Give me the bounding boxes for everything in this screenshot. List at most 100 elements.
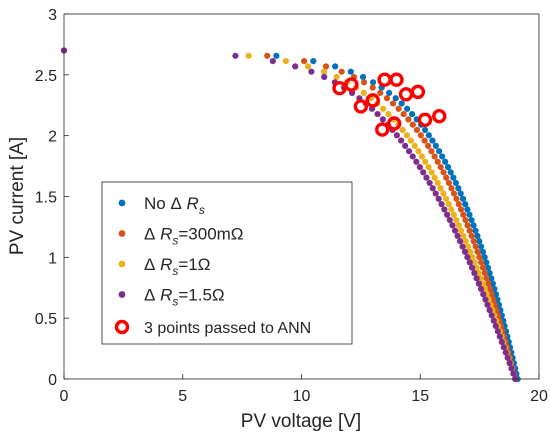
data-point bbox=[245, 52, 252, 59]
x-tick-label: 20 bbox=[530, 388, 548, 405]
legend-label-part: R bbox=[155, 225, 172, 244]
legend-label: No Δ Rs bbox=[144, 194, 205, 217]
data-point bbox=[400, 110, 407, 118]
data-point bbox=[492, 322, 499, 330]
data-point bbox=[409, 121, 416, 128]
data-point bbox=[442, 195, 450, 202]
data-point bbox=[510, 370, 517, 377]
x-axis-label: PV voltage [V] bbox=[241, 411, 361, 432]
data-point bbox=[502, 349, 509, 356]
data-point bbox=[359, 73, 367, 81]
data-point bbox=[432, 190, 439, 197]
data-point bbox=[466, 227, 473, 234]
data-point bbox=[404, 105, 411, 112]
data-point bbox=[292, 63, 299, 70]
data-point bbox=[282, 57, 289, 65]
data-point bbox=[458, 227, 465, 234]
data-point bbox=[424, 142, 432, 149]
data-point bbox=[421, 137, 428, 144]
data-point bbox=[441, 206, 448, 213]
data-point bbox=[415, 148, 422, 155]
data-point bbox=[490, 296, 497, 303]
data-point bbox=[369, 79, 377, 86]
data-point bbox=[459, 195, 467, 202]
data-point bbox=[425, 132, 432, 139]
data-point bbox=[428, 169, 435, 176]
data-point bbox=[459, 243, 466, 250]
data-point bbox=[457, 238, 464, 245]
x-tick-label: 5 bbox=[178, 388, 187, 405]
data-point bbox=[264, 52, 271, 59]
data-point bbox=[377, 89, 384, 96]
legend-marker bbox=[118, 260, 126, 268]
data-point bbox=[461, 248, 469, 255]
data-point bbox=[429, 185, 436, 192]
y-tick-label: 1 bbox=[48, 250, 57, 267]
data-point bbox=[508, 365, 515, 372]
data-point bbox=[454, 232, 461, 240]
data-point bbox=[475, 280, 482, 287]
data-point bbox=[333, 73, 340, 81]
data-point bbox=[483, 259, 490, 266]
data-point bbox=[379, 116, 386, 123]
data-point bbox=[506, 360, 513, 367]
y-axis-ticks: 0 0.5 1 1.5 2 2.5 3 bbox=[35, 7, 69, 389]
data-point bbox=[488, 312, 495, 319]
data-point bbox=[476, 238, 483, 245]
y-axis-label: PV current [A] bbox=[7, 137, 28, 255]
data-point bbox=[477, 243, 485, 250]
data-point bbox=[393, 132, 400, 139]
legend-box bbox=[101, 181, 353, 345]
data-point bbox=[374, 110, 381, 118]
data-point bbox=[442, 158, 449, 165]
data-point bbox=[475, 269, 482, 277]
data-point bbox=[452, 179, 459, 187]
data-point bbox=[450, 174, 457, 181]
data-point bbox=[473, 275, 480, 282]
legend-label: Δ Rs=1Ω bbox=[144, 255, 210, 278]
data-point bbox=[491, 285, 498, 293]
ann-point-marker bbox=[344, 77, 359, 92]
data-point bbox=[409, 153, 416, 160]
data-point bbox=[466, 259, 473, 266]
data-point bbox=[392, 95, 399, 102]
legend-label-part: =300mΩ bbox=[178, 225, 243, 244]
data-point bbox=[347, 68, 354, 75]
data-point bbox=[437, 185, 444, 192]
data-point bbox=[504, 354, 511, 361]
legend-label-part: =1.5Ω bbox=[178, 286, 224, 305]
data-point bbox=[494, 328, 501, 335]
legend-label-part: Δ bbox=[144, 286, 155, 305]
data-point bbox=[468, 216, 475, 224]
data-point bbox=[417, 132, 424, 139]
data-point bbox=[468, 264, 476, 271]
data-point bbox=[471, 259, 478, 266]
data-point bbox=[403, 132, 410, 139]
data-point bbox=[360, 89, 367, 96]
ann-point-marker bbox=[365, 93, 380, 108]
x-axis-ticks: 0 5 10 15 20 bbox=[60, 374, 548, 405]
data-point bbox=[445, 179, 453, 187]
x-tick-label: 10 bbox=[293, 388, 311, 405]
data-point bbox=[486, 307, 493, 314]
data-point bbox=[413, 158, 420, 165]
data-point bbox=[484, 301, 491, 308]
data-point bbox=[439, 153, 446, 160]
ann-points-layer bbox=[332, 72, 447, 137]
data-point bbox=[310, 57, 317, 65]
legend-label-part: s bbox=[172, 234, 178, 248]
data-point bbox=[420, 169, 427, 176]
data-point bbox=[320, 68, 328, 75]
data-point bbox=[453, 195, 460, 202]
data-point bbox=[469, 254, 476, 261]
data-point bbox=[467, 248, 474, 255]
data-point bbox=[460, 232, 467, 240]
data-point bbox=[481, 269, 488, 277]
data-point bbox=[473, 264, 480, 271]
data-point bbox=[488, 275, 495, 282]
data-point bbox=[389, 100, 397, 107]
data-point bbox=[416, 163, 423, 171]
y-tick-label: 0 bbox=[48, 372, 57, 389]
data-point bbox=[460, 211, 467, 218]
